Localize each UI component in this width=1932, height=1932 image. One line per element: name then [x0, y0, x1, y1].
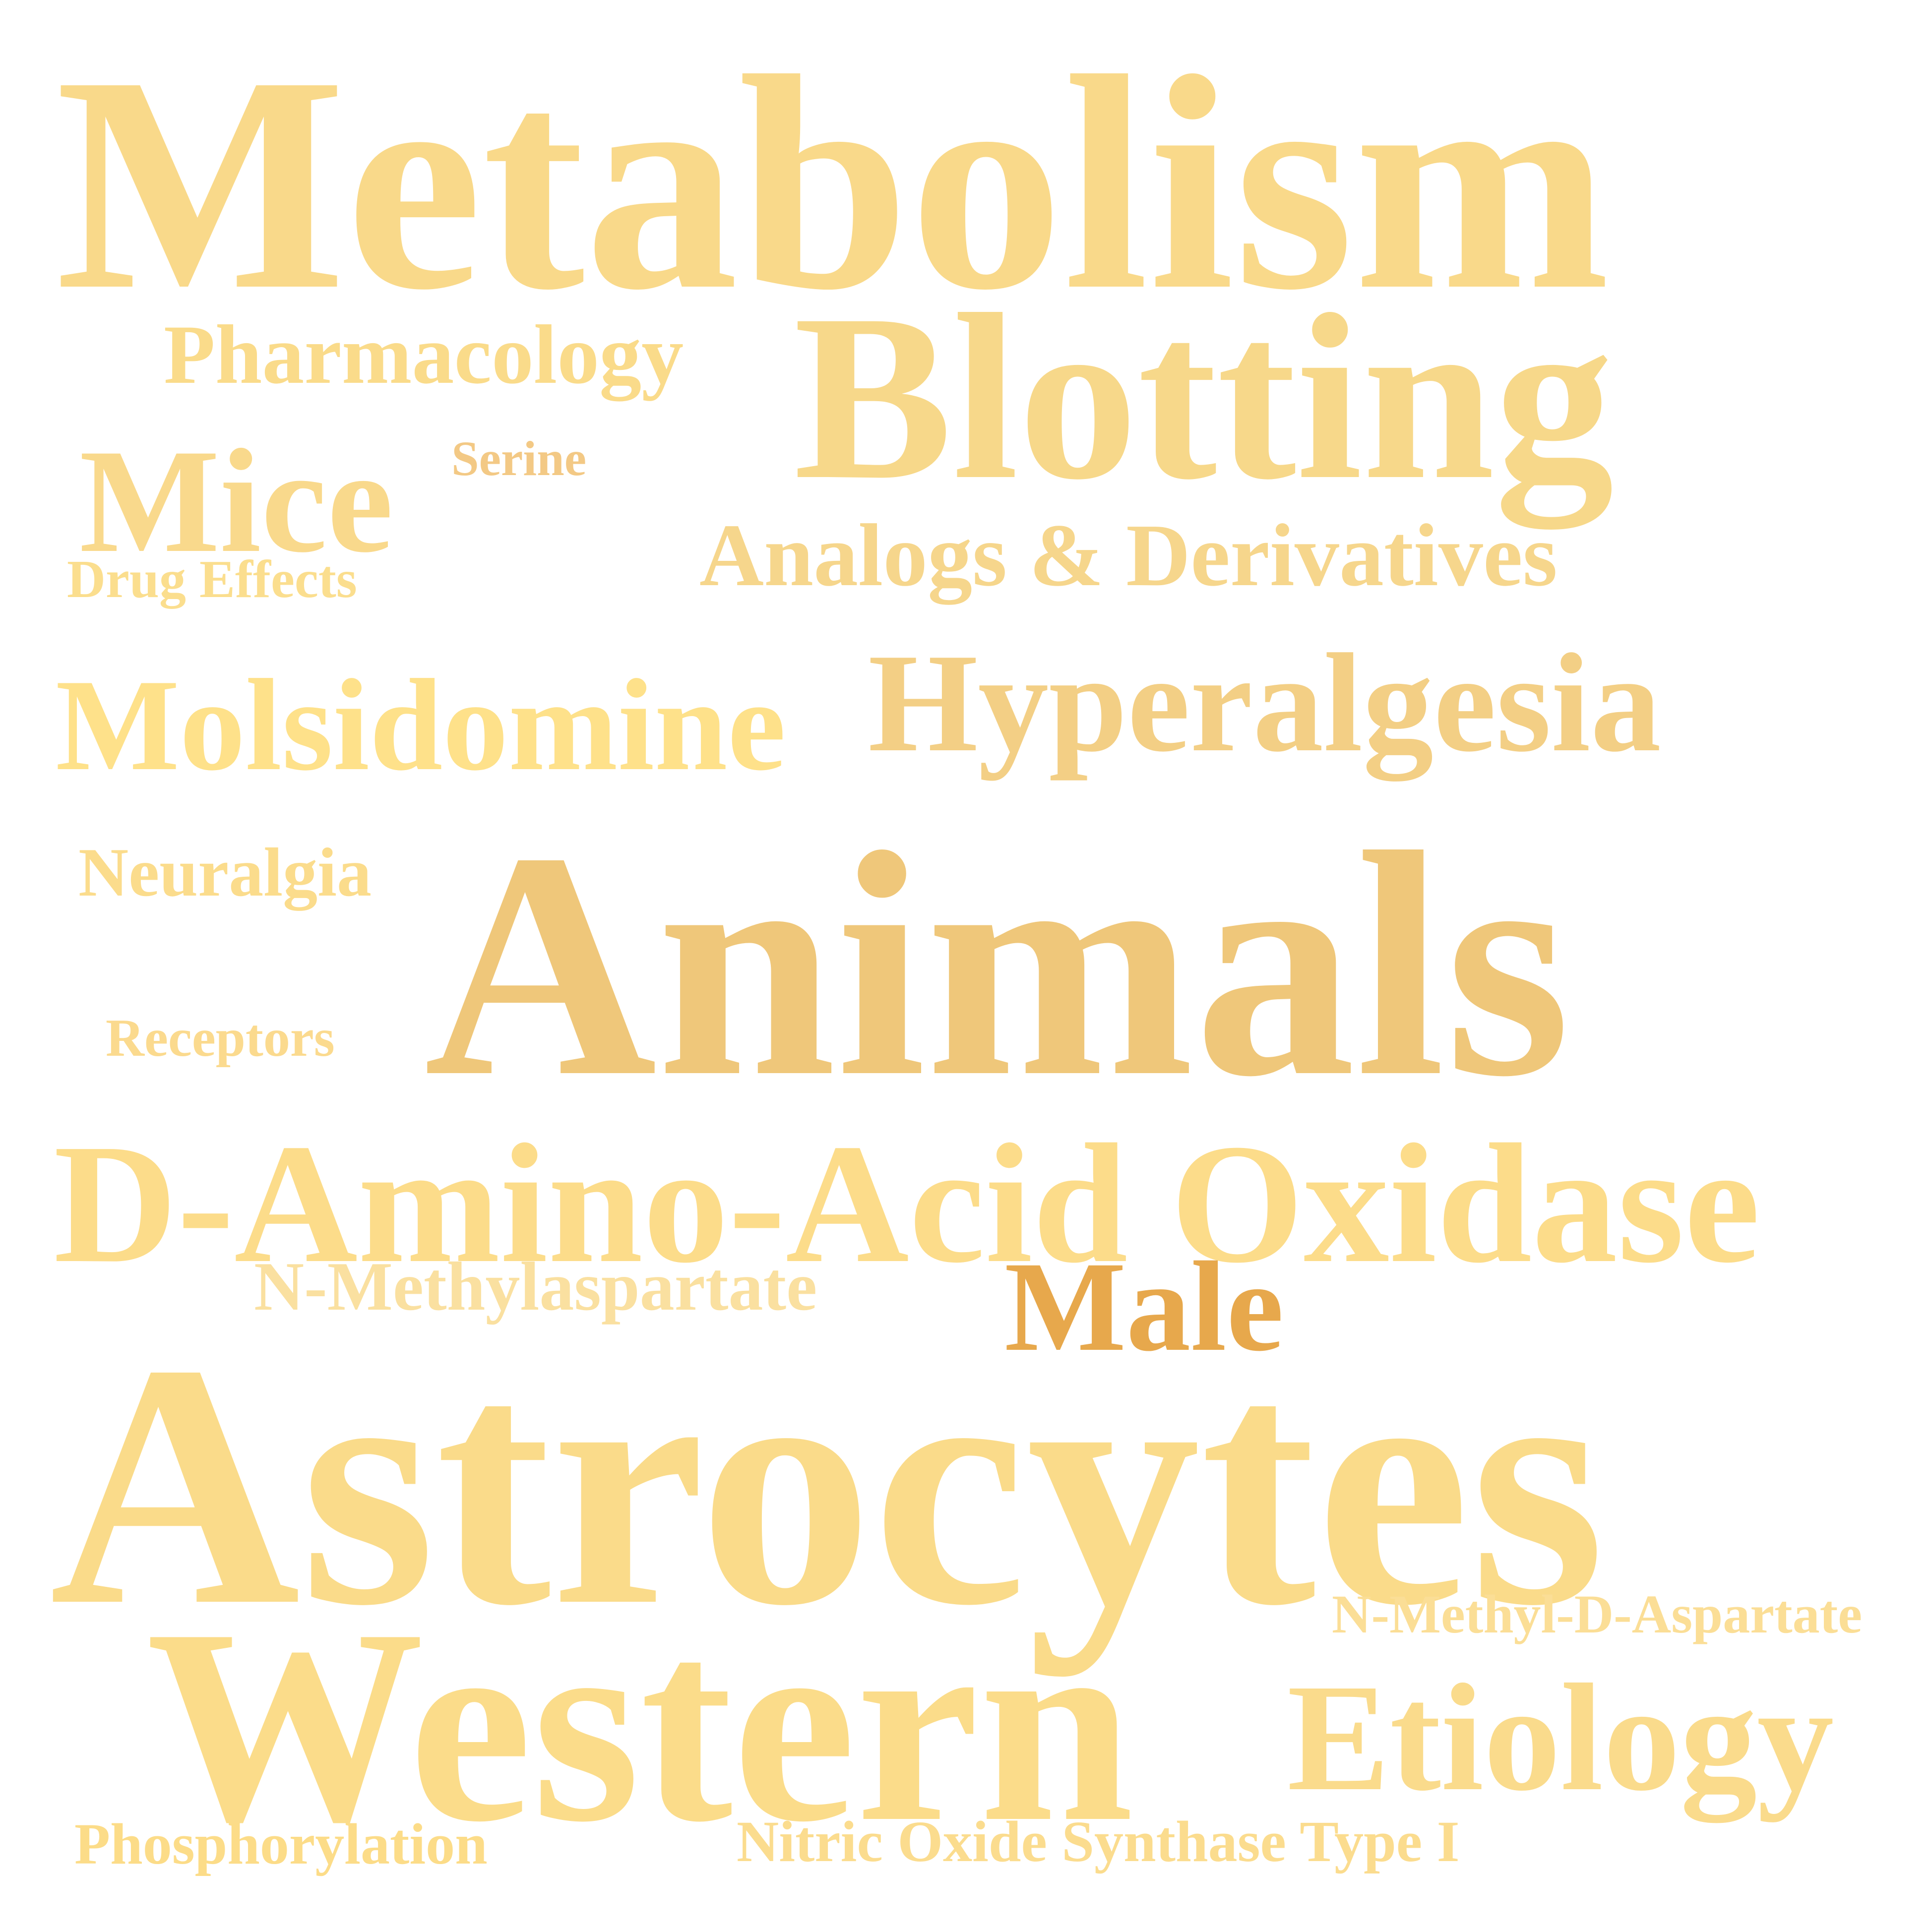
word-analogs-derivatives: Analogs & Derivatives	[699, 506, 1558, 604]
word-pharmacology: Pharmacology	[164, 308, 684, 401]
word-drug-effects: Drug Effects	[67, 550, 357, 609]
word-phosphorylation: Phosphorylation	[74, 1811, 488, 1876]
word-serine: Serine	[451, 431, 587, 486]
word-etiology: Etiology	[1287, 1653, 1834, 1823]
word-male: Male	[1004, 1235, 1284, 1378]
word-neuralgia: Neuralgia	[78, 834, 372, 911]
word-receptors: Receptors	[106, 1009, 335, 1068]
word-metabolism: Metabolism	[56, 13, 1610, 354]
word-blotting: Blotting	[794, 265, 1614, 529]
word-mice: Mice	[79, 419, 393, 583]
word-n-methyl-d-aspartate: N-Methyl-D-Aspartate	[1332, 1584, 1863, 1644]
word-western: Western	[146, 1572, 1134, 1879]
word-d-amino-acid-oxidase: D-Amino-Acid Oxidase	[54, 1109, 1760, 1298]
word-n-methylaspartate: N-Methylaspartate	[254, 1248, 817, 1325]
word-hyperalgesia: Hyperalgesia	[868, 624, 1661, 781]
word-astrocytes: Astrocytes	[50, 1293, 1605, 1677]
word-animals: Animals	[424, 786, 1571, 1143]
word-molsidomine: Molsidomine	[56, 653, 786, 798]
word-nitric-oxide-synthase-type-i: Nitric Oxide Synthase Type I	[737, 1809, 1460, 1874]
